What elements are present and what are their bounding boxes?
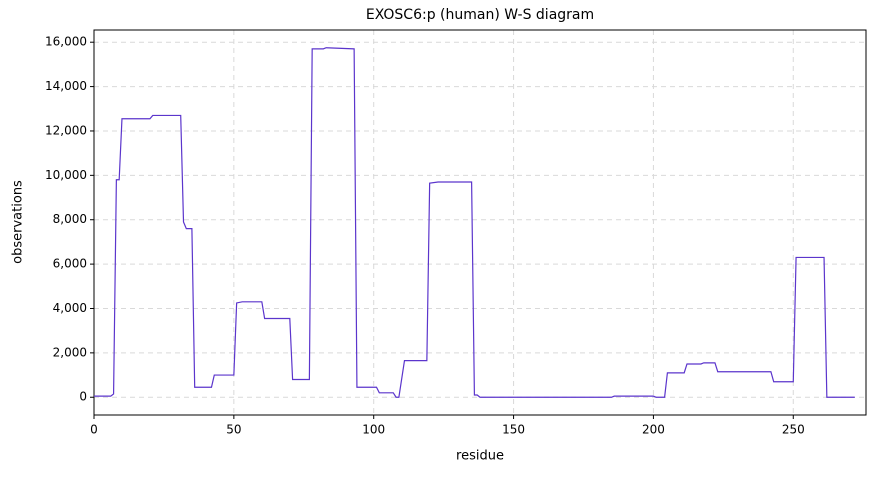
y-tick-label: 16,000 (45, 35, 87, 49)
x-tick-label: 50 (226, 423, 241, 437)
x-axis-label: residue (456, 449, 504, 464)
x-tick-label: 250 (782, 423, 805, 437)
x-tick-label: 150 (502, 423, 525, 437)
x-tick-label: 200 (642, 423, 665, 437)
chart-title: EXOSC6:p (human) W-S diagram (366, 7, 594, 23)
y-tick-label: 14,000 (45, 79, 87, 93)
y-tick-label: 4,000 (53, 301, 87, 315)
y-tick-label: 6,000 (53, 257, 87, 271)
x-tick-label: 100 (362, 423, 385, 437)
y-tick-label: 0 (79, 390, 87, 404)
data-line (94, 47, 855, 398)
x-tick-label: 0 (90, 423, 98, 437)
y-axis-label: observations (11, 180, 26, 264)
plot-frame (93, 29, 867, 416)
y-tick-label: 2,000 (53, 345, 87, 359)
y-tick-label: 8,000 (53, 212, 87, 226)
y-tick-label: 12,000 (45, 123, 87, 137)
y-tick-label: 10,000 (45, 168, 87, 182)
